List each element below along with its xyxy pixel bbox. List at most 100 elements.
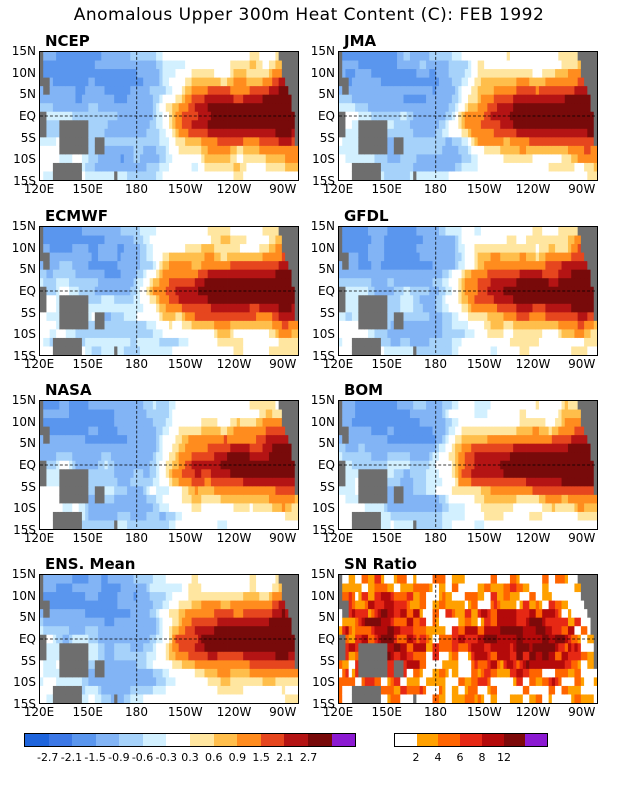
grid-cell (207, 337, 212, 347)
grid-cell (40, 401, 44, 410)
grid-cell (272, 244, 276, 253)
grid-cell (272, 346, 276, 355)
grid-cell (81, 94, 86, 104)
grid-cell (545, 252, 550, 262)
grid-cell (40, 520, 44, 529)
grid-cell (291, 244, 296, 253)
grid-cell (120, 120, 125, 130)
grid-cell (468, 303, 472, 313)
grid-cell (294, 128, 298, 138)
grid-cell (239, 77, 244, 87)
grid-cell (243, 346, 247, 355)
grid-cell (233, 52, 238, 61)
grid-cell (207, 60, 212, 70)
grid-cell (217, 312, 221, 322)
grid-cell (136, 261, 141, 271)
grid-cell (294, 137, 298, 147)
grid-cell (529, 303, 533, 313)
grid-cell (380, 77, 385, 87)
grid-cell (529, 69, 533, 78)
grid-cell (497, 295, 501, 305)
grid-cell (46, 303, 51, 313)
grid-cell (127, 137, 131, 147)
grid-cell (484, 137, 488, 147)
grid-cell (136, 320, 141, 330)
grid-cell (56, 337, 60, 347)
grid-cell (294, 261, 298, 271)
grid-cell (432, 329, 437, 339)
grid-cell (214, 303, 218, 313)
grid-cell (101, 171, 105, 180)
grid-cell (555, 337, 559, 347)
grid-cell (590, 227, 595, 236)
grid-cell (159, 269, 163, 279)
grid-cell (445, 244, 450, 253)
grid-cell (278, 278, 283, 288)
grid-cell (345, 171, 350, 180)
grid-cell (165, 86, 170, 96)
grid-cell (159, 227, 163, 236)
grid-cell (268, 77, 273, 87)
grid-cell (191, 252, 196, 262)
grid-cell (291, 94, 296, 104)
grid-cell (551, 137, 556, 147)
grid-cell (181, 94, 186, 104)
grid-cell (40, 511, 44, 521)
grid-cell (214, 171, 218, 180)
grid-cell (136, 145, 141, 155)
grid-cell (198, 261, 202, 271)
grid-cell (377, 120, 382, 130)
grid-cell (104, 120, 109, 130)
grid-cell (127, 103, 131, 113)
grid-cell (127, 295, 131, 305)
grid-cell (152, 337, 157, 347)
grid-cell (59, 320, 63, 330)
grid-cell (348, 94, 353, 104)
grid-cell (207, 171, 212, 180)
grid-cell (555, 52, 559, 61)
grid-cell (281, 346, 286, 355)
grid-cell (175, 77, 180, 87)
grid-cell (268, 171, 273, 180)
grid-cell (133, 235, 138, 245)
grid-cell (85, 244, 89, 253)
grid-cell (81, 295, 86, 305)
grid-cell (98, 235, 102, 245)
grid-cell (75, 69, 80, 78)
grid-cell (561, 128, 566, 138)
map-panel-nasa (39, 400, 299, 530)
grid-cell (429, 295, 433, 305)
grid-cell (464, 227, 469, 236)
grid-cell (256, 60, 260, 70)
grid-cell (545, 244, 550, 253)
grid-cell (43, 261, 47, 271)
grid-cell (538, 261, 543, 271)
grid-cell (561, 154, 566, 164)
grid-cell (451, 278, 456, 288)
grid-cell (519, 346, 524, 355)
grid-cell (438, 295, 443, 305)
grid-cell (194, 337, 199, 347)
grid-cell (509, 244, 514, 253)
grid-cell (442, 329, 446, 339)
grid-cell (593, 128, 597, 138)
grid-cell (130, 261, 134, 271)
grid-cell (409, 269, 414, 279)
grid-cell (364, 171, 369, 180)
grid-cell (43, 128, 47, 138)
grid-cell (246, 252, 251, 262)
grid-cell (516, 171, 520, 180)
grid-cell (390, 261, 395, 271)
grid-cell (351, 278, 356, 288)
grid-cell (72, 227, 76, 236)
grid-cell (480, 252, 485, 262)
grid-cell (252, 69, 257, 78)
grid-cell (181, 303, 186, 313)
grid-cell (201, 235, 205, 245)
grid-cell (590, 278, 595, 288)
grid-cell (62, 418, 67, 427)
grid-cell (246, 244, 251, 253)
grid-cell (181, 312, 186, 322)
grid-cell (535, 261, 540, 271)
grid-cell (288, 303, 292, 313)
